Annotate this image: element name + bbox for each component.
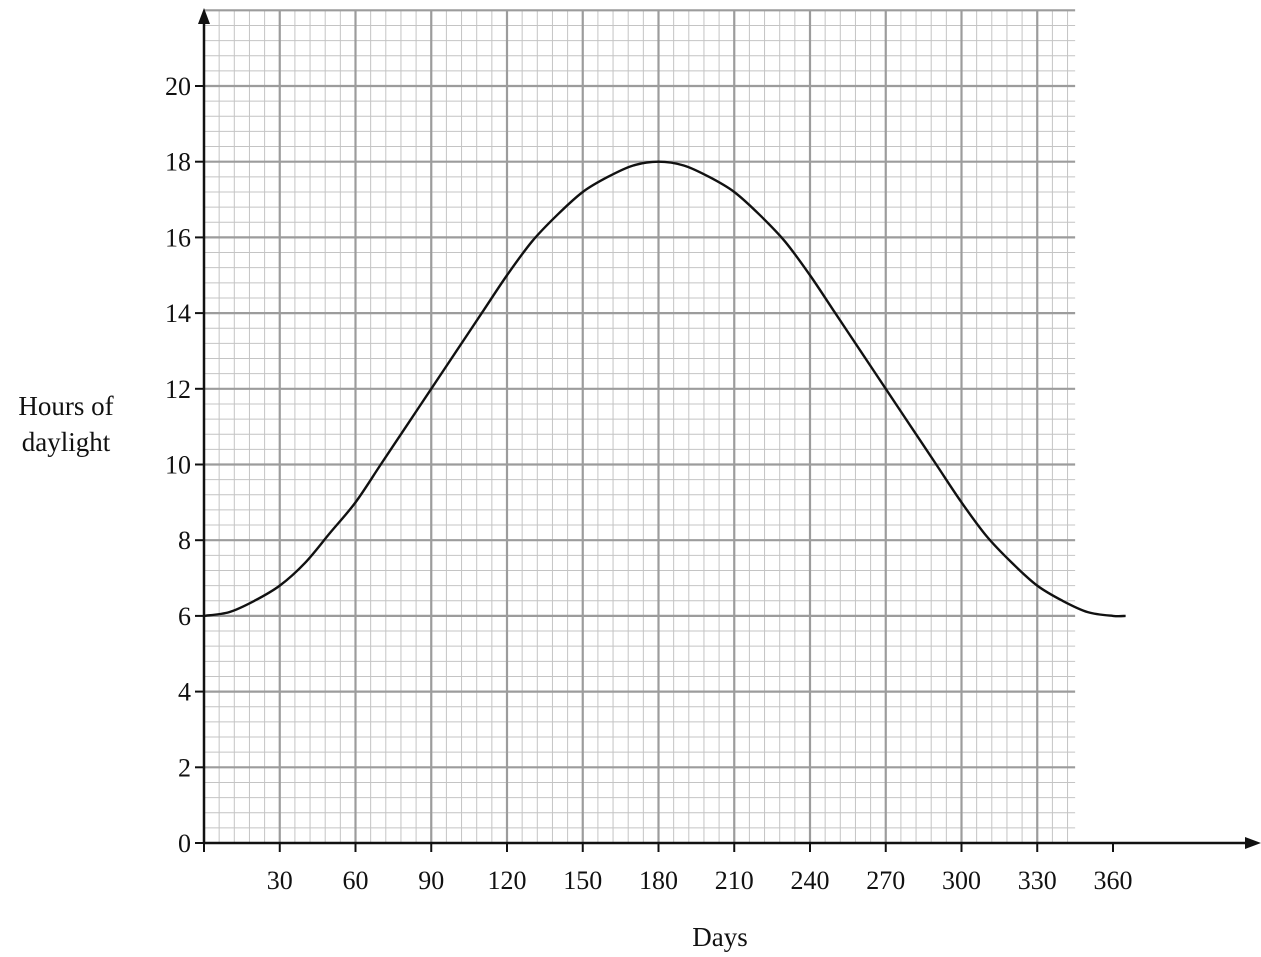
y-tick-label: 18: [165, 148, 191, 177]
x-tick-label: 90: [418, 866, 444, 895]
y-tick-label: 4: [178, 678, 191, 707]
y-tick-label: 12: [165, 375, 191, 404]
y-axis-label: Hours of daylight: [0, 388, 132, 460]
x-tick-label: 360: [1094, 866, 1133, 895]
x-axis-arrow: [1245, 837, 1261, 849]
x-tick-label: 300: [942, 866, 981, 895]
x-tick-label: 240: [791, 866, 830, 895]
x-tick-label: 150: [563, 866, 602, 895]
x-axis-label: Days: [692, 922, 748, 952]
y-tick-label: 14: [165, 299, 191, 328]
daylight-curve: [203, 160, 1126, 618]
y-tick-label: 20: [165, 72, 191, 101]
y-tick-label: 10: [165, 451, 191, 480]
y-tick-label: 8: [178, 526, 191, 555]
x-tick-label: 60: [343, 866, 369, 895]
ticks: 0 2 4 6 8 10 12 14 16 18 20 30 60 90 120 150 180 210 240 27…: [165, 72, 1133, 895]
series-layer: [203, 160, 1126, 618]
y-tick-label: 0: [178, 829, 191, 858]
x-tick-label: 30: [267, 866, 293, 895]
axes: [198, 8, 1261, 849]
x-tick-label: 210: [715, 866, 754, 895]
major-grid: [204, 9, 1076, 843]
y-tick-label: 16: [165, 223, 191, 252]
y-axis-label-line-1: Hours of: [18, 391, 114, 421]
x-tick-label: 120: [488, 866, 527, 895]
x-tick-label: 270: [866, 866, 905, 895]
x-tick-label: 180: [639, 866, 678, 895]
y-tick-label: 6: [178, 602, 191, 631]
y-axis-arrow: [198, 8, 210, 24]
y-axis-label-line-2: daylight: [21, 427, 111, 457]
y-tick-label: 2: [178, 753, 191, 782]
x-tick-label: 330: [1018, 866, 1057, 895]
minor-grid: [204, 10, 1076, 843]
